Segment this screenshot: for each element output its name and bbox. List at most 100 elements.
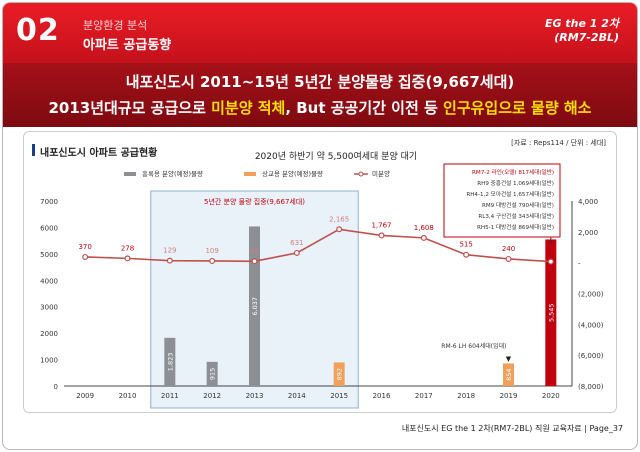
panel-title-text: 내포신도시 아파트 공급현황 xyxy=(40,148,158,159)
chart-subtitle: 2020년 하반기 약 5,500여세대 분양 대기 xyxy=(255,150,417,162)
pipeline-box xyxy=(443,163,561,238)
headline-highlight-2: 인구유입으로 물량 해소 xyxy=(443,99,592,117)
y-tick-right: (6,000) xyxy=(578,352,604,360)
line-value-label: 89 xyxy=(250,247,259,255)
bar-value-label: 1,823 xyxy=(166,353,174,372)
pipeline-item: RL3,4 구산건설 343세대(일반) xyxy=(478,212,554,220)
y-tick-right: (8,000) xyxy=(578,383,604,391)
pipeline-item: RH9 중흥건설 1,069세대(일반) xyxy=(477,179,554,187)
x-tick-label: 2011 xyxy=(161,392,179,400)
bar-value-label: 5,545 xyxy=(547,303,555,322)
legend-swatch xyxy=(124,172,136,176)
bar-value-label: 915 xyxy=(209,368,217,380)
highlight-label: 5년간 분양 물량 집중(9,667세대) xyxy=(204,197,305,206)
headline-highlight-1: 미분양 적체 xyxy=(211,99,286,117)
project-code: (RM7-2BL) xyxy=(554,31,619,44)
headline-banner: 내포신도시 2011~15년 5년간 분양물량 집중(9,667세대) 2013… xyxy=(3,63,637,127)
panel-title: 내포신도시 아파트 공급현황 xyxy=(32,144,157,159)
pipeline-item: RM7-2 라인(오엘) 817세대(일반) xyxy=(472,168,554,176)
bar-value-label: 6,037 xyxy=(251,297,259,316)
callout-2019: RM-6 LH 604세대(임대) xyxy=(441,342,506,350)
y-tick-left: 0 xyxy=(54,383,58,391)
y-tick-right: 4,000 xyxy=(578,198,598,206)
headline-prefix: 2013년대규모 공급으로 xyxy=(48,99,212,117)
x-tick-label: 2012 xyxy=(203,392,221,400)
y-tick-left: 6000 xyxy=(40,224,58,232)
source-note: [자료 : Reps114 / 단위 : 세대] xyxy=(511,139,606,147)
bar xyxy=(164,337,176,386)
unsold-line xyxy=(85,228,551,263)
y-tick-left: 5000 xyxy=(40,251,58,259)
line-value-label: 370 xyxy=(78,243,91,251)
y-tick-left: 1000 xyxy=(40,357,58,365)
y-tick-right: (4,000) xyxy=(578,321,604,329)
legend-label: 흥록용 분양(예정)물량 xyxy=(142,169,203,178)
line-point xyxy=(166,257,173,264)
bar xyxy=(545,239,557,386)
headline-line2: 2013년대규모 공급으로 미분양 적체, But 공공기간 이전 등 인구유입… xyxy=(3,97,637,118)
line-point xyxy=(420,234,427,241)
headline-mid: , But 공공기간 이전 등 xyxy=(285,99,444,117)
y-tick-left: 7000 xyxy=(40,198,58,206)
section-subtitle: 분양환경 분석 xyxy=(83,19,148,32)
line-value-label: 515 xyxy=(459,241,472,249)
y-tick-left: 2000 xyxy=(40,330,58,338)
title-accent-bar xyxy=(32,144,35,156)
y-tick-right: - xyxy=(578,260,581,268)
callout-2019-arrow: ▼ xyxy=(506,355,512,363)
chart-panel: 내포신도시 아파트 공급현황 [자료 : Reps114 / 단위 : 세대] … xyxy=(23,131,617,413)
legend-swatch xyxy=(244,172,256,176)
line-point xyxy=(209,257,216,264)
legend-marker xyxy=(358,171,364,177)
line-value-label: 631 xyxy=(290,239,303,247)
line-value-label: 1,767 xyxy=(371,221,391,229)
x-tick-label: 2009 xyxy=(76,392,94,400)
pipeline-item: RH5-1 대방건설 869세대(일반) xyxy=(477,223,554,231)
y-tick-right: (2,000) xyxy=(578,291,604,299)
bar-value-label: 892 xyxy=(336,368,344,380)
slide-header: 02 분양환경 분석 아파트 공급동향 EG the 1 2차 (RM7-2BL… xyxy=(3,3,637,63)
page-footer: 내포신도시 EG the 1 2차(RM7-2BL) 직원 교육자료 | Pag… xyxy=(401,424,623,433)
x-tick-label: 2010 xyxy=(119,392,137,400)
line-point xyxy=(251,258,258,265)
supply-chart: 5년간 분양 물량 집중(9,667세대) 0 1000 2000 3000 4000 50… xyxy=(40,150,604,409)
x-tick-label: 2018 xyxy=(457,392,475,400)
x-tick-label: 2013 xyxy=(246,392,264,400)
x-tick-label: 2015 xyxy=(330,392,348,400)
line-value-label: 71 xyxy=(546,248,555,256)
line-point xyxy=(82,253,89,260)
legend-label: 상교용 분양(예정)물량 xyxy=(262,169,323,178)
line-point xyxy=(505,255,512,262)
x-tick-label: 2014 xyxy=(288,392,306,400)
bar-value-label: 854 xyxy=(505,369,513,381)
headline-line1: 내포신도시 2011~15년 5년간 분양물량 집중(9,667세대) xyxy=(125,73,515,91)
section-title: 아파트 공급동향 xyxy=(83,38,172,53)
y-tick-left: 4000 xyxy=(40,277,58,285)
line-point xyxy=(293,249,300,256)
line-point xyxy=(463,251,470,258)
bar xyxy=(206,361,218,386)
legend-label: 미분양 xyxy=(372,169,390,178)
x-tick-label: 2020 xyxy=(542,392,560,400)
line-point xyxy=(547,258,554,265)
line-value-label: 240 xyxy=(502,245,515,253)
line-value-label: 1,608 xyxy=(414,224,434,232)
section-number: 02 xyxy=(16,13,60,48)
x-tick-label: 2019 xyxy=(500,392,518,400)
x-tick-label: 2017 xyxy=(415,392,433,400)
bar xyxy=(333,362,345,386)
line-value-label: 2,165 xyxy=(329,215,349,223)
line-value-label: 278 xyxy=(121,244,134,252)
line-point xyxy=(378,232,385,239)
line-point xyxy=(336,226,343,233)
x-tick-label: 2016 xyxy=(373,392,391,400)
line-value-label: 109 xyxy=(205,247,218,255)
pipeline-item: RH4-1,2 모아건설 1,657세대(일반) xyxy=(466,190,554,198)
y-tick-left: 3000 xyxy=(40,304,58,312)
project-name: EG the 1 2차 xyxy=(544,17,619,30)
bar xyxy=(502,363,515,386)
line-value-label: 129 xyxy=(163,247,176,255)
bar xyxy=(248,226,261,386)
pipeline-item: RM9 대방건설 790세대(일반) xyxy=(482,201,554,209)
